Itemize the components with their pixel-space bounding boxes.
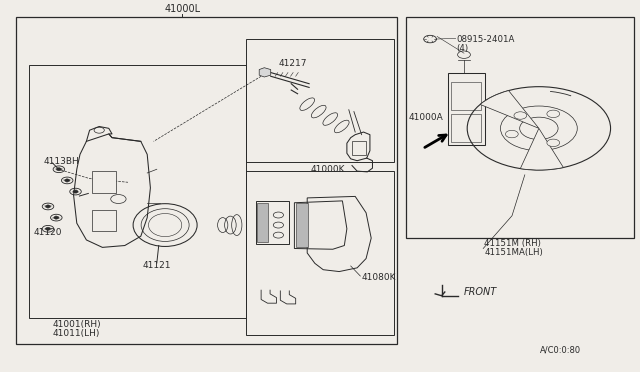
Circle shape	[65, 179, 70, 182]
Bar	[406, 17, 634, 238]
Circle shape	[56, 168, 61, 171]
Text: 41217: 41217	[278, 59, 307, 68]
Bar	[296, 203, 308, 247]
Bar	[92, 210, 116, 231]
Bar	[16, 17, 397, 344]
Circle shape	[73, 190, 78, 193]
Text: 41011(LH): 41011(LH)	[52, 329, 100, 338]
Text: (4): (4)	[456, 44, 468, 53]
Bar	[448, 73, 485, 145]
Text: 41121: 41121	[143, 262, 171, 270]
Bar	[451, 82, 481, 110]
Polygon shape	[259, 68, 271, 77]
Text: 41151M (RH): 41151M (RH)	[484, 239, 541, 248]
Circle shape	[54, 216, 59, 219]
Circle shape	[45, 205, 51, 208]
Text: 4113BH: 4113BH	[44, 157, 79, 166]
Bar	[246, 39, 394, 162]
Text: 41120: 41120	[33, 228, 62, 237]
Text: 41080K: 41080K	[362, 273, 396, 282]
Text: 41000A: 41000A	[408, 113, 443, 122]
Text: FRONT: FRONT	[464, 287, 497, 297]
Bar	[257, 203, 268, 242]
Bar	[92, 171, 116, 193]
Circle shape	[506, 130, 518, 138]
Text: 41000L: 41000L	[164, 4, 200, 14]
Text: 41001(RH): 41001(RH)	[52, 320, 101, 329]
Bar	[246, 171, 394, 335]
Circle shape	[514, 112, 527, 119]
Text: 41151MA(LH): 41151MA(LH)	[484, 248, 543, 257]
Text: 41000K: 41000K	[310, 165, 345, 174]
Bar	[451, 114, 481, 142]
Text: 08915-2401A: 08915-2401A	[456, 35, 515, 44]
Bar	[352, 141, 366, 155]
Circle shape	[547, 139, 559, 147]
Bar	[256, 201, 289, 244]
Circle shape	[45, 227, 51, 230]
Text: A/C0:0:80: A/C0:0:80	[540, 345, 580, 354]
Wedge shape	[520, 128, 563, 170]
Circle shape	[547, 110, 559, 118]
Wedge shape	[480, 90, 539, 128]
Bar	[29, 65, 246, 318]
